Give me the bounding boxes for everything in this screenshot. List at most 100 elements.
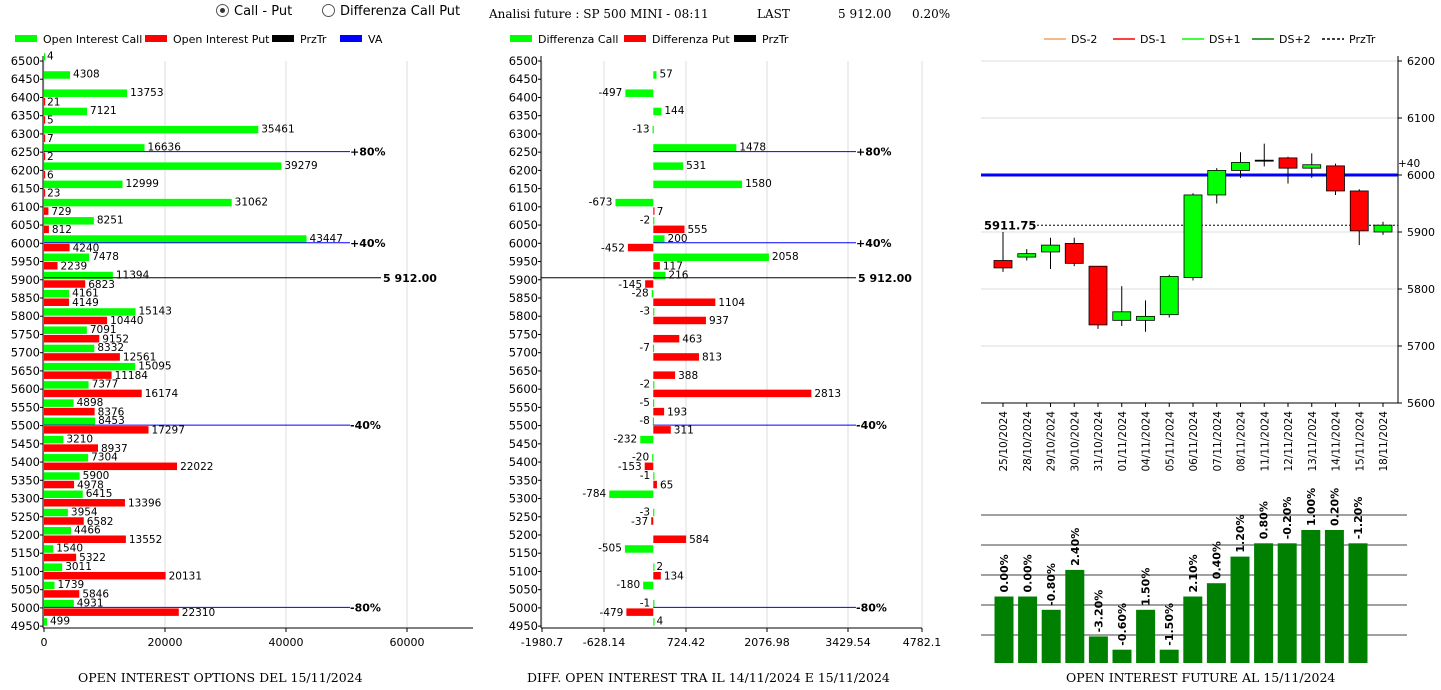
caption-options: OPEN INTEREST OPTIONS DEL 15/11/2024: [78, 670, 363, 685]
put-bar: [653, 353, 699, 361]
y-tick-label: 5700: [1407, 340, 1435, 353]
put-value-label: 6: [47, 169, 54, 181]
strike-label: 6100: [11, 200, 40, 214]
radio-checked-icon: [216, 4, 229, 17]
call-value-label: 31062: [235, 196, 268, 208]
x-tick-label: 3429.54: [825, 636, 871, 649]
oi-future-label: 0.00%: [1022, 554, 1035, 592]
call-bar: [44, 125, 259, 134]
va-label: -80%: [350, 601, 381, 614]
call-bar: [653, 472, 655, 480]
oi-future-bar: [1324, 530, 1344, 663]
put-bar: [44, 590, 80, 598]
radio-call-put[interactable]: Call - Put: [216, 4, 292, 19]
oi-future-bar: [994, 596, 1014, 663]
strike-label: 5050: [11, 583, 40, 597]
call-bar: [44, 435, 64, 444]
put-value-label: 4978: [77, 479, 104, 491]
strike-label: 5850: [509, 291, 538, 305]
put-bar: [653, 407, 665, 416]
radio-diff-call-put[interactable]: Differenza Call Put: [322, 4, 460, 19]
plus40-label: +40: [1398, 158, 1420, 170]
strike-label: 5200: [509, 528, 538, 542]
legend-swatch: [510, 35, 532, 42]
call-value-label: 499: [50, 616, 70, 628]
call-value-label: -505: [598, 543, 622, 555]
strike-label: 6400: [509, 90, 538, 104]
put-bar: [44, 553, 77, 562]
strike-label: 6100: [509, 200, 538, 214]
call-value-label: -784: [582, 488, 606, 500]
call-bar: [44, 107, 88, 116]
put-value-label: 388: [678, 370, 698, 382]
candle-body: [1278, 157, 1298, 169]
strike-label: 6450: [509, 72, 538, 86]
put-value-label: 584: [689, 534, 709, 546]
put-value-label: 6823: [88, 279, 115, 291]
put-value-label: 9152: [102, 333, 129, 345]
strike-label: 5100: [11, 564, 40, 578]
call-bar: [653, 162, 684, 170]
call-bar: [653, 71, 657, 79]
call-bar: [44, 362, 136, 371]
call-value-label: 3954: [71, 506, 98, 518]
put-value-label: 20131: [169, 570, 202, 582]
call-value-label: -20: [632, 452, 649, 464]
put-bar: [44, 134, 46, 142]
call-value-label: 15143: [138, 306, 171, 318]
call-bar: [653, 563, 655, 571]
x-tick-label: 60000: [390, 636, 425, 649]
call-value-label: -28: [632, 287, 649, 299]
legend-label: Differenza Put: [652, 33, 730, 46]
call-bar: [44, 490, 83, 499]
call-bar: [44, 381, 89, 389]
strike-label: 5150: [509, 546, 538, 560]
call-value-label: 4161: [72, 287, 99, 299]
oi-future-bar: [1112, 649, 1132, 663]
legend-label: DS-1: [1140, 33, 1166, 46]
strike-label: 5900: [509, 273, 538, 287]
put-value-label: 134: [664, 570, 684, 582]
oi-future-bar: [1065, 569, 1085, 663]
call-value-label: -1: [640, 470, 650, 482]
x-tick-label: -628.14: [583, 636, 625, 649]
call-bar: [44, 217, 94, 225]
put-bar: [653, 389, 812, 398]
oi-future-bar: [1018, 596, 1038, 663]
put-value-label: 22310: [182, 607, 215, 619]
last-label: LAST: [757, 7, 790, 21]
call-bar: [44, 53, 46, 61]
legend-label: Differenza Call: [538, 33, 618, 46]
oi-future-label: -0.80%: [1045, 563, 1058, 606]
strike-label: 6050: [11, 218, 40, 232]
va-label: +40%: [856, 237, 892, 250]
put-value-label: 4240: [73, 242, 100, 254]
va-label: +80%: [350, 146, 386, 159]
put-bar: [44, 535, 126, 543]
call-bar: [44, 144, 145, 152]
call-bar: [44, 344, 95, 353]
call-bar: [44, 599, 74, 608]
call-bar: [615, 198, 654, 207]
put-bar: [44, 280, 86, 288]
put-value-label: -153: [618, 461, 642, 473]
call-value-label: 7121: [90, 105, 117, 117]
call-bar: [640, 435, 654, 444]
call-value-label: -8: [639, 415, 649, 427]
put-value-label: 555: [687, 224, 707, 236]
strike-label: 5450: [11, 437, 40, 451]
legend-label: DS-2: [1071, 33, 1097, 46]
call-value-label: 57: [659, 69, 672, 81]
call-bar: [653, 253, 769, 262]
put-bar: [644, 462, 654, 471]
put-bar: [44, 571, 166, 580]
strike-label: 5800: [509, 309, 538, 323]
call-value-label: 8251: [97, 215, 124, 227]
call-bar: [44, 326, 87, 334]
date-label: 15/11/2024: [1354, 411, 1366, 472]
put-bar: [653, 571, 661, 580]
future-info-title: Analisi future : SP 500 MINI - 08:11: [489, 7, 709, 21]
candle-body: [1183, 194, 1203, 278]
call-value-label: 7478: [92, 251, 119, 263]
